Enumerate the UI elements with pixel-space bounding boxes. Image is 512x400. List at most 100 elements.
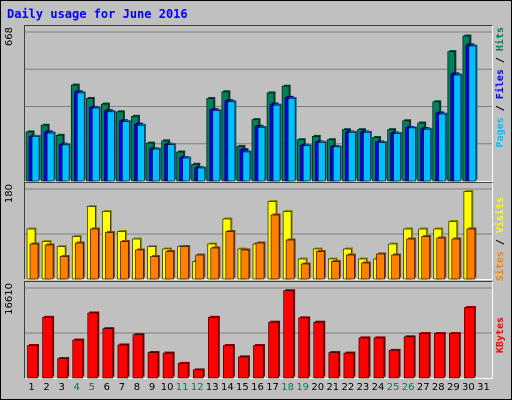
bar-pages-day-25 xyxy=(393,131,403,182)
bar-face xyxy=(107,111,115,182)
bar-face xyxy=(348,132,356,182)
x-axis-day-labels: 1 2 3 4 5 6 7 8 9 10 11 12 13 14 15 16 17 18 19 20 21 22 23 24 2… xyxy=(24,382,491,396)
bar-face xyxy=(122,121,130,182)
bar-face xyxy=(408,127,416,182)
bar-pages-day-22 xyxy=(348,130,357,182)
bar-face xyxy=(438,113,447,182)
bar-sites-day-21 xyxy=(331,260,341,280)
bar-kbytes-day-26 xyxy=(403,335,416,379)
bar-pages-day-10 xyxy=(167,143,177,182)
bar-sites-day-29 xyxy=(451,237,462,280)
bar-face xyxy=(180,246,189,280)
visits-panel-legend: Sites / Visits xyxy=(495,197,506,281)
bar-face xyxy=(27,345,38,379)
bar-face xyxy=(466,228,476,280)
bar-face xyxy=(150,256,159,280)
bar-face xyxy=(361,262,370,280)
bar-face xyxy=(87,312,99,379)
legend-part: Files xyxy=(495,69,506,100)
bar-pages-day-15 xyxy=(242,150,252,182)
bar-face xyxy=(436,237,446,280)
bar-kbytes-day-1 xyxy=(27,343,40,379)
bar-sites-day-30 xyxy=(466,227,477,280)
x-tick-day-21: 21 xyxy=(326,382,340,393)
bar-pages-day-7 xyxy=(122,120,131,182)
bar-face xyxy=(240,249,250,280)
bar-kbytes-day-11 xyxy=(177,361,190,379)
bar-pages-day-24 xyxy=(378,141,388,182)
bar-face xyxy=(208,317,219,379)
bar-kbytes-day-16 xyxy=(253,343,265,379)
bar-face xyxy=(313,321,325,379)
bar-face xyxy=(376,253,385,280)
x-tick-day-19: 19 xyxy=(296,382,310,393)
bar-face xyxy=(451,238,461,280)
x-tick-day-20: 20 xyxy=(311,382,325,393)
x-tick-day-14: 14 xyxy=(220,382,234,393)
bar-face xyxy=(46,132,55,182)
bar-face xyxy=(59,256,69,280)
legend-part: Sites xyxy=(495,251,506,282)
bar-sites-day-19 xyxy=(300,262,311,280)
x-tick-day-29: 29 xyxy=(446,382,460,393)
bar-sites-day-24 xyxy=(376,252,387,280)
bar-kbytes-day-23 xyxy=(358,336,371,379)
x-tick-day-11: 11 xyxy=(175,382,189,393)
bar-pages-day-4 xyxy=(76,91,86,182)
bar-kbytes-day-15 xyxy=(238,355,250,379)
bar-face xyxy=(283,290,294,379)
bar-kbytes-day-13 xyxy=(208,315,220,379)
x-tick-day-5: 5 xyxy=(88,382,95,393)
bar-face xyxy=(227,101,236,182)
bar-face xyxy=(42,317,53,379)
bar-sites-day-20 xyxy=(315,250,326,280)
bar-face xyxy=(315,251,325,280)
bar-kbytes-day-27 xyxy=(418,332,431,379)
bar-sites-day-27 xyxy=(421,235,432,280)
x-tick-day-22: 22 xyxy=(341,382,355,393)
bar-face xyxy=(333,146,341,182)
bar-kbytes-day-8 xyxy=(132,333,145,379)
bar-face xyxy=(300,263,310,280)
legend-part: Pages xyxy=(495,117,506,148)
bar-face xyxy=(268,321,279,379)
bar-sites-day-2 xyxy=(44,243,55,280)
bar-face xyxy=(120,241,129,280)
bar-face xyxy=(197,167,206,182)
x-tick-day-4: 4 xyxy=(73,382,80,393)
bar-kbytes-day-21 xyxy=(328,351,341,379)
bar-face xyxy=(468,45,477,182)
bar-face xyxy=(433,333,445,379)
bar-sites-day-15 xyxy=(240,248,251,280)
kbytes-plot xyxy=(25,287,492,379)
x-tick-day-13: 13 xyxy=(205,382,219,393)
bar-sites-day-14 xyxy=(225,230,236,280)
bar-face xyxy=(331,261,340,280)
bar-kbytes-day-18 xyxy=(283,289,296,379)
bar-face xyxy=(177,363,189,379)
bar-pages-day-17 xyxy=(272,103,282,182)
bar-face xyxy=(225,231,235,280)
bar-face xyxy=(406,238,415,280)
bar-kbytes-day-14 xyxy=(223,343,235,379)
bar-face xyxy=(74,242,84,280)
bar-pages-day-23 xyxy=(363,130,372,182)
legend-part: Visits xyxy=(495,197,506,234)
visits-sites-panel xyxy=(24,182,493,280)
bar-kbytes-day-2 xyxy=(42,315,55,379)
bar-face xyxy=(105,232,114,280)
bar-face xyxy=(61,144,70,182)
x-tick-day-12: 12 xyxy=(190,382,204,393)
bar-sites-day-9 xyxy=(150,255,161,280)
bar-kbytes-day-12 xyxy=(192,368,205,379)
kbytes-panel-max-label: 16610 xyxy=(4,283,15,315)
bar-face xyxy=(76,92,85,182)
bar-kbytes-day-6 xyxy=(102,327,115,379)
bar-kbytes-day-10 xyxy=(162,351,175,379)
bar-sites-day-6 xyxy=(105,231,115,280)
hits-panel-max-label: 668 xyxy=(4,27,15,47)
bar-face xyxy=(255,242,265,280)
bar-sites-day-8 xyxy=(135,248,145,280)
x-tick-day-9: 9 xyxy=(148,382,156,393)
x-tick-day-17: 17 xyxy=(266,382,279,393)
